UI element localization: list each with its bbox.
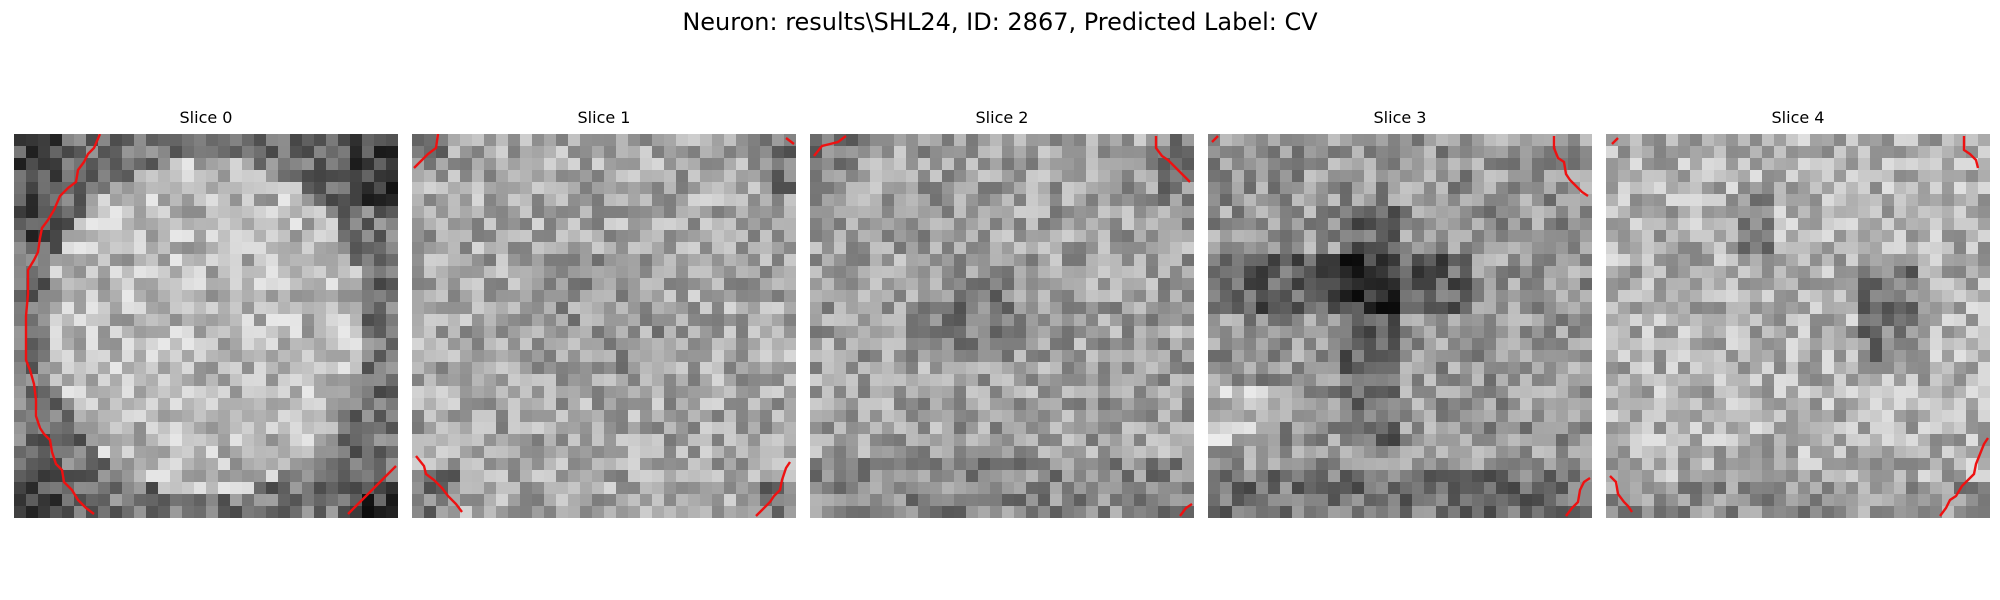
slice-title-0: Slice 0 [179, 108, 233, 127]
contour-line [1154, 136, 1191, 183]
slice-canvas-1 [412, 134, 796, 518]
contour-line [347, 465, 397, 515]
contour-line [413, 134, 440, 169]
contour-line [1611, 137, 1619, 145]
contour-line [813, 135, 847, 157]
slice-panel-4: Slice 4 [1606, 108, 1990, 518]
contour-line [1939, 437, 1989, 517]
slice-panel-3: Slice 3 [1208, 108, 1592, 518]
slice-title-2: Slice 2 [975, 108, 1029, 127]
contour-line [755, 461, 791, 517]
slice-canvas-0 [14, 134, 398, 518]
slice-image-4 [1606, 134, 1990, 518]
contour-line [1565, 477, 1591, 517]
figure-title: Neuron: results\SHL24, ID: 2867, Predict… [682, 8, 1318, 36]
slice-title-1: Slice 1 [577, 108, 631, 127]
contour-line [24, 134, 102, 515]
slice-image-2 [810, 134, 1194, 518]
slice-title-3: Slice 3 [1373, 108, 1427, 127]
contour-line [1179, 503, 1193, 517]
slice-image-1 [412, 134, 796, 518]
slice-image-3 [1208, 134, 1592, 518]
slice-canvas-3 [1208, 134, 1592, 518]
slice-image-0 [14, 134, 398, 518]
contour-line [1962, 136, 1980, 169]
contour-line [1552, 136, 1589, 197]
contour-line [785, 137, 795, 145]
slice-panel-0: Slice 0 [14, 108, 398, 518]
contour-line [1609, 475, 1633, 513]
slice-title-4: Slice 4 [1771, 108, 1825, 127]
contour-line [415, 455, 463, 513]
contour-line [1211, 135, 1219, 143]
slice-panel-2: Slice 2 [810, 108, 1194, 518]
slice-panel-1: Slice 1 [412, 108, 796, 518]
slice-canvas-2 [810, 134, 1194, 518]
slice-canvas-4 [1606, 134, 1990, 518]
